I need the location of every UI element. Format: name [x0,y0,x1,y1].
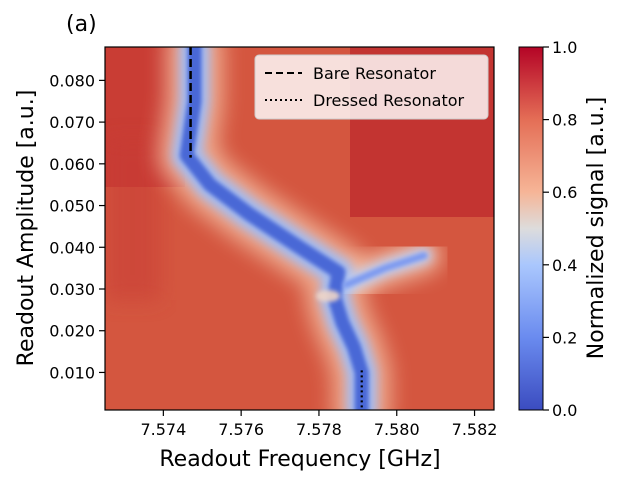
resonance-core [179,47,369,410]
x-tick-label: 7.574 [140,420,186,439]
legend-box [254,54,489,120]
y-axis-label: Readout Amplitude [a.u.] [14,90,39,367]
y-tick-label: 0.050 [49,197,95,216]
colorbar-tick-label: 0.6 [552,183,577,202]
y-tick-label: 0.060 [49,155,95,174]
x-axis-label: Readout Frequency [GHz] [159,447,440,472]
colorbar-ticks: 0.0 0.2 0.4 0.6 0.8 1.0 [543,38,577,420]
legend-entry-dressed-resonator: Dressed Resonator [313,91,465,110]
colorbar-gradient [518,46,544,411]
reference-lines [189,47,363,410]
colorbar-tick-label: 0.4 [552,256,577,275]
y-tick-label: 0.010 [49,363,95,382]
x-axis-ticks: 7.574 7.576 7.578 7.580 7.582 [140,410,497,439]
y-tick-label: 0.020 [49,322,95,341]
colorbar-tick-label: 0.8 [552,111,577,130]
legend-entry-bare-resonator: Bare Resonator [313,64,436,83]
colorbar-tick-label: 1.0 [552,38,577,57]
y-tick-label: 0.070 [49,113,95,132]
colorbar-tick-label: 0.2 [552,328,577,347]
y-tick-label: 0.080 [49,71,95,90]
heatmap-light-spot [316,290,340,302]
y-tick-label: 0.030 [49,280,95,299]
x-tick-label: 7.580 [374,420,420,439]
panel-label: (a) [66,12,97,37]
x-tick-label: 7.582 [452,420,498,439]
plot-frame [104,46,495,411]
y-tick-label: 0.040 [49,238,95,257]
y-axis-ticks: 0.010 0.020 0.030 0.040 0.050 0.060 0.070 0.080 [49,71,105,382]
colorbar: 0.0 0.2 0.4 0.6 0.8 1.0 Normalized signal [a.… [518,38,609,420]
colorbar-label: Normalized signal [a.u.] [584,97,609,359]
legend: Bare Resonator Dressed Resonator [254,54,489,120]
x-tick-label: 7.576 [218,420,264,439]
colorbar-tick-label: 0.0 [552,401,577,420]
heatmap-warm-region-left [105,140,160,300]
resonance-core-branch [342,252,428,289]
x-tick-label: 7.578 [296,420,342,439]
